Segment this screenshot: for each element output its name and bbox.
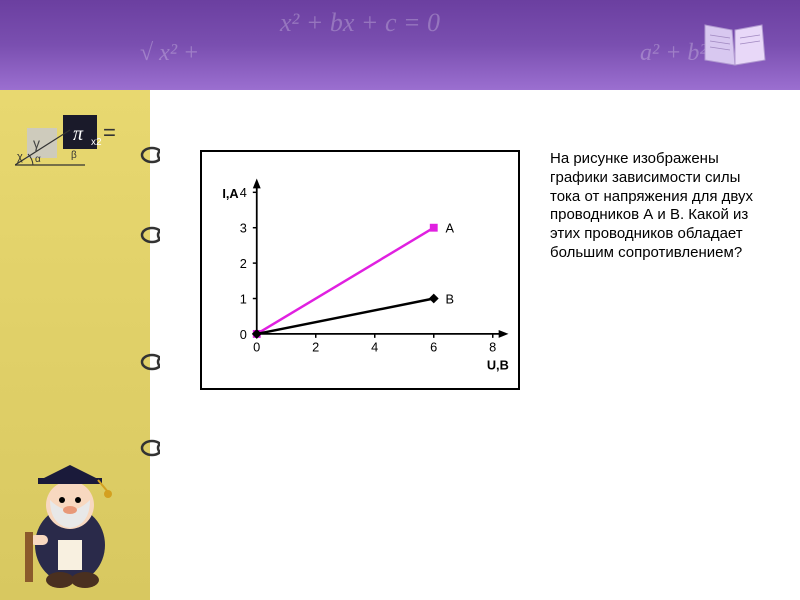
svg-text:A: A [446, 221, 455, 236]
slide-header: x² + bx + c = 0 √ x² + a² + b² [0, 0, 800, 90]
svg-text:β: β [71, 150, 77, 161]
book-icon [700, 15, 770, 70]
svg-text:0: 0 [240, 327, 247, 342]
professor-icon [10, 450, 130, 590]
svg-text:6: 6 [430, 340, 437, 355]
slide-content: 0 1 2 3 4 0 2 4 6 8 I,A U,B A B На рисунке изображены… [160, 100, 790, 590]
svg-text:8: 8 [489, 340, 496, 355]
header-formula-2: √ x² + [140, 40, 199, 67]
svg-text:I,A: I,A [222, 186, 238, 201]
svg-text:0: 0 [253, 340, 260, 355]
svg-text:2: 2 [312, 340, 319, 355]
svg-text:2: 2 [240, 256, 247, 271]
chart-container: 0 1 2 3 4 0 2 4 6 8 I,A U,B A B [200, 150, 520, 390]
svg-text:3: 3 [240, 221, 247, 236]
svg-text:1: 1 [240, 291, 247, 306]
header-formula-3: a² + b² [640, 40, 707, 67]
svg-text:α: α [35, 154, 41, 165]
math-icons: π x2 γ = α β χ [15, 110, 135, 190]
svg-text:4: 4 [371, 340, 378, 355]
svg-text:x2: x2 [91, 137, 102, 148]
svg-text:π: π [73, 123, 84, 145]
svg-text:U,B: U,B [487, 357, 509, 372]
svg-text:=: = [103, 120, 116, 145]
svg-text:γ: γ [33, 135, 40, 151]
line-chart: 0 1 2 3 4 0 2 4 6 8 I,A U,B A B [202, 152, 518, 388]
svg-text:B: B [446, 291, 455, 306]
question-text: На рисунке изображены графики зависимост… [550, 150, 770, 263]
svg-text:χ: χ [17, 151, 23, 163]
svg-text:4: 4 [240, 185, 247, 200]
header-formula-1: x² + bx + c = 0 [280, 8, 440, 38]
